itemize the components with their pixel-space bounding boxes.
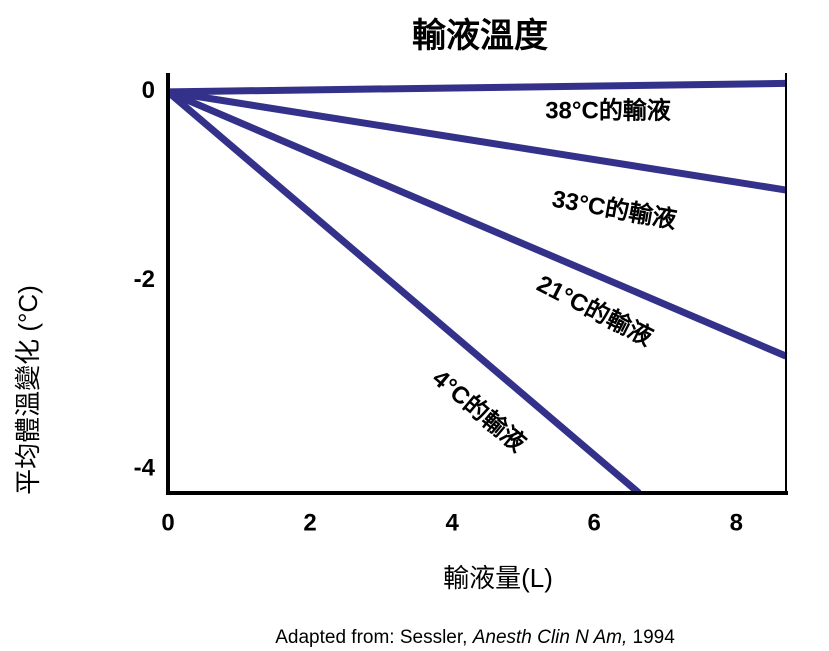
series-line	[168, 89, 642, 493]
y-tick-label: 0	[142, 77, 155, 104]
x-tick-label: 8	[730, 509, 743, 536]
series-line	[168, 88, 787, 194]
series-label: 4°C的輸液	[427, 364, 531, 458]
x-tick-label: 4	[445, 509, 459, 536]
series-line	[168, 79, 787, 96]
x-tick-label: 6	[588, 509, 601, 536]
series-line	[168, 88, 788, 360]
source-prefix: Adapted from: Sessler,	[275, 627, 473, 648]
series-label: 38°C的輸液	[545, 96, 671, 124]
source-journal: Anesth Clin N Am,	[472, 627, 628, 648]
x-tick-label: 2	[303, 509, 316, 536]
series-label: 33°C的輸液	[550, 185, 679, 234]
y-tick-label: -4	[134, 455, 156, 482]
x-axis-label: 輸液量(L)	[443, 563, 553, 593]
source-note: Adapted from: Sessler, Anesth Clin N Am,…	[275, 627, 675, 648]
series-label: 21°C的輸液	[532, 270, 657, 352]
chart-title: 輸液溫度	[412, 17, 548, 55]
y-tick-label: -2	[134, 266, 155, 293]
source-year: 1994	[627, 627, 675, 648]
x-tick-label: 0	[161, 509, 174, 536]
y-axis-label: 平均體溫變化 (°C)	[13, 285, 43, 495]
